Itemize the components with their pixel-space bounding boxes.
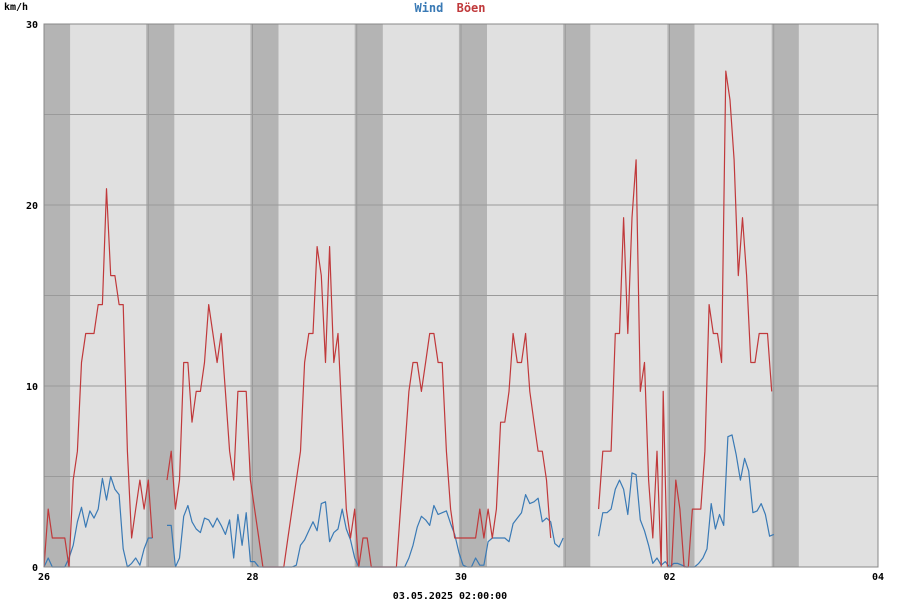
series-line-ben-0	[43, 188, 153, 568]
x-tick-label: 28	[246, 572, 258, 583]
x-tick-label: 26	[38, 572, 50, 583]
y-axis-ticks: 0 10 20 30	[26, 20, 38, 574]
chart-title: Wind Böen	[414, 1, 485, 15]
y-tick-label: 10	[26, 382, 38, 393]
x-axis-ticks: 26 28 30 02 04	[38, 572, 884, 583]
x-tick-label: 30	[455, 572, 467, 583]
title-boeen: Böen	[457, 1, 486, 15]
plot-frame	[43, 23, 879, 568]
grid	[44, 24, 878, 567]
title-wind: Wind	[414, 1, 443, 15]
chart-footer-timestamp: 03.05.2025 02:00:00	[393, 591, 507, 600]
y-tick-label: 0	[32, 563, 38, 574]
y-axis-label: km/h	[4, 2, 28, 13]
x-tick-label: 04	[872, 572, 884, 583]
y-tick-label: 30	[26, 20, 38, 31]
x-tick-label: 02	[663, 572, 675, 583]
y-tick-label: 20	[26, 201, 38, 212]
